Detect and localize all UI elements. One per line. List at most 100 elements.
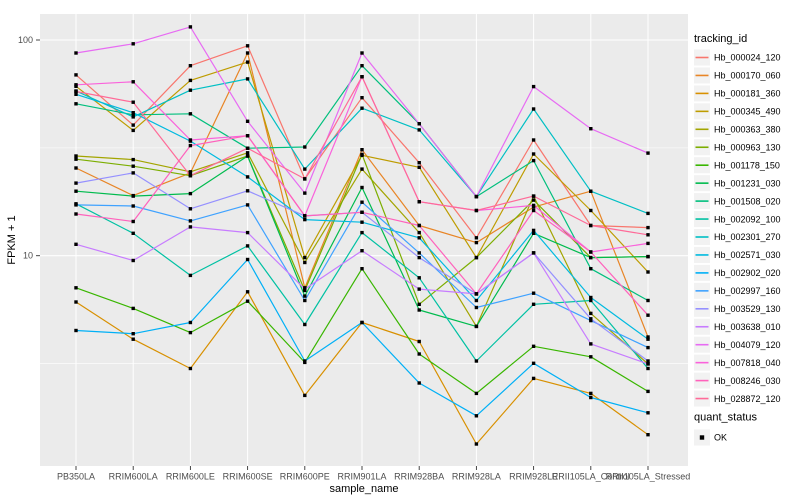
data-point (531, 302, 536, 306)
data-point (188, 88, 193, 92)
data-point (417, 339, 421, 344)
data-point (245, 119, 250, 123)
data-point (531, 198, 536, 202)
data-point (646, 359, 650, 363)
data-point (417, 200, 421, 204)
y-axis-title: FPKM + 1 (6, 215, 18, 264)
data-point (417, 276, 421, 280)
legend-entry: Hb_004079_120 (694, 336, 781, 353)
data-point (646, 389, 650, 394)
legend-label: Hb_002301_270 (714, 232, 781, 242)
data-point (531, 158, 536, 163)
x-tick-label: RRIM600PE (280, 472, 330, 482)
legend-label: Hb_002092_100 (714, 214, 781, 224)
legend-label: Hb_000363_380 (714, 125, 781, 135)
legend-entry: Hb_028872_120 (694, 390, 781, 407)
data-point (360, 96, 364, 100)
data-point (188, 219, 193, 223)
data-point (303, 298, 307, 303)
legend-entry: Hb_001508_020 (694, 193, 781, 210)
data-point (417, 128, 421, 132)
data-point (245, 146, 250, 150)
legend-label: Hb_000963_130 (714, 142, 781, 152)
data-point (245, 230, 250, 235)
data-point (531, 231, 536, 235)
data-point (74, 242, 78, 246)
data-point (74, 286, 78, 290)
data-point (531, 291, 536, 295)
legend-entry: Hb_002902_020 (694, 264, 781, 281)
data-point (74, 83, 78, 87)
legend-label: Hb_000024_120 (714, 53, 781, 63)
data-point (360, 75, 364, 79)
data-point (474, 324, 479, 329)
data-point (188, 366, 193, 371)
legend-label: Hb_002997_160 (714, 286, 781, 296)
data-point (303, 322, 307, 327)
legend-entry: Hb_003638_010 (694, 318, 781, 335)
data-point (589, 298, 593, 303)
data-point (74, 189, 78, 193)
data-point (589, 311, 593, 316)
data-point (74, 73, 78, 77)
data-point (245, 77, 250, 81)
data-point (131, 123, 135, 127)
data-point (417, 308, 421, 312)
legend-entry: Hb_001231_030 (694, 175, 781, 192)
x-tick-label: RRII105LA_Stressed (606, 472, 691, 482)
data-point (417, 165, 421, 169)
data-point (74, 154, 78, 158)
data-point (474, 236, 479, 240)
legend-key-point (699, 435, 705, 440)
data-point (188, 138, 193, 142)
data-point (245, 175, 250, 179)
data-point (646, 241, 650, 246)
data-point (131, 332, 135, 336)
data-point (245, 44, 250, 48)
data-point (303, 287, 307, 291)
data-point (74, 181, 78, 185)
data-point (131, 194, 135, 198)
legend-entry: Hb_002571_030 (694, 246, 781, 263)
legend-entry: Hb_002997_160 (694, 282, 781, 299)
data-point (303, 393, 307, 398)
data-point (646, 366, 650, 371)
data-point (417, 381, 421, 385)
legend-label: Hb_001231_030 (714, 178, 781, 188)
legend-label: OK (714, 433, 727, 443)
data-point (74, 166, 78, 170)
data-point (646, 313, 650, 317)
data-point (303, 214, 307, 218)
data-point (417, 352, 421, 356)
data-point (589, 295, 593, 300)
legend-label: Hb_000345_490 (714, 107, 781, 117)
data-point (131, 219, 135, 224)
data-point (245, 51, 250, 55)
data-point (531, 251, 536, 255)
data-point (360, 249, 364, 253)
legend-label: Hb_001178_150 (714, 160, 780, 170)
legend-entry: Hb_000024_120 (694, 49, 781, 66)
legend-entry: Hb_000363_380 (694, 121, 781, 138)
data-point (74, 328, 78, 333)
data-point (245, 203, 250, 207)
data-points (74, 25, 650, 446)
data-point (131, 80, 135, 84)
data-point (646, 254, 650, 259)
data-point (131, 204, 135, 208)
legend-entry: Hb_003529_130 (694, 300, 781, 317)
legend-title-quant-status: quant_status (694, 412, 757, 424)
data-point (417, 251, 421, 255)
x-tick-label: RRIM901LA (337, 472, 386, 482)
data-point (360, 320, 364, 325)
data-point (245, 257, 250, 262)
data-point (646, 298, 650, 303)
legend-label: Hb_003529_130 (714, 304, 781, 314)
x-tick-label: RRIM600SE (223, 472, 273, 482)
data-point (131, 111, 135, 115)
data-point (74, 89, 78, 94)
data-point (531, 203, 536, 208)
